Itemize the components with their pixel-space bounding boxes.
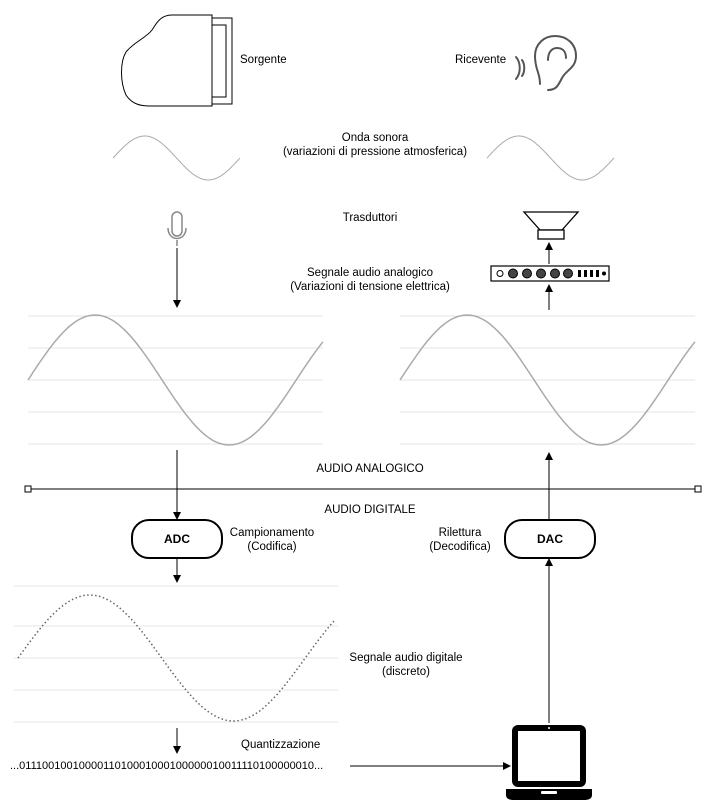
- bitstream-text: ...0111001001000011010001000100000010011…: [10, 760, 324, 772]
- audio-analog-label: AUDIO ANALOGICO: [316, 463, 424, 475]
- sound-wave-subtitle: (variazioni di pressione atmosferica): [282, 146, 468, 158]
- analog-wave-right: [399, 314, 696, 446]
- sound-wave-left: [112, 135, 241, 181]
- playback-title: Rilettura: [438, 527, 482, 539]
- digital-graph: [14, 585, 338, 723]
- sound-wave-title: Onda sonora: [341, 132, 409, 144]
- analog-graph-right: [400, 315, 695, 445]
- analog-graph-left: [28, 315, 323, 445]
- source-label: Sorgente: [240, 54, 287, 66]
- receiver-label: Ricevente: [455, 54, 507, 66]
- laptop-icon: [506, 725, 592, 800]
- sound-wave-right: [486, 135, 615, 181]
- dac-block: DAC: [504, 519, 596, 559]
- amplifier-icon: [490, 265, 610, 282]
- transducers-label: Trasduttori: [342, 212, 398, 224]
- ear-icon: [515, 34, 578, 91]
- adc-block: ADC: [131, 519, 223, 559]
- sampling-subtitle: (Codifica): [247, 541, 297, 553]
- microphone-icon: [167, 211, 187, 246]
- connection-arrows: [173, 242, 553, 770]
- quantization-label: Quantizzazione: [241, 739, 321, 751]
- playback-subtitle: (Decodifica): [429, 541, 491, 553]
- analog-digital-divider: [24, 485, 702, 493]
- digital-signal-title: Segnale audio digitale: [349, 652, 463, 664]
- audio-digital-label: AUDIO DIGITALE: [324, 504, 416, 516]
- loudspeaker-icon: [522, 211, 580, 240]
- analog-wave-left: [27, 314, 324, 446]
- sampling-title: Campionamento: [229, 527, 315, 539]
- digital-signal-subtitle: (discreto): [382, 666, 430, 678]
- analog-signal-subtitle: (Variazioni di tensione elettrica): [290, 281, 450, 293]
- grand-piano-icon: [121, 14, 233, 107]
- analog-signal-title: Segnale audio analogico: [307, 267, 433, 279]
